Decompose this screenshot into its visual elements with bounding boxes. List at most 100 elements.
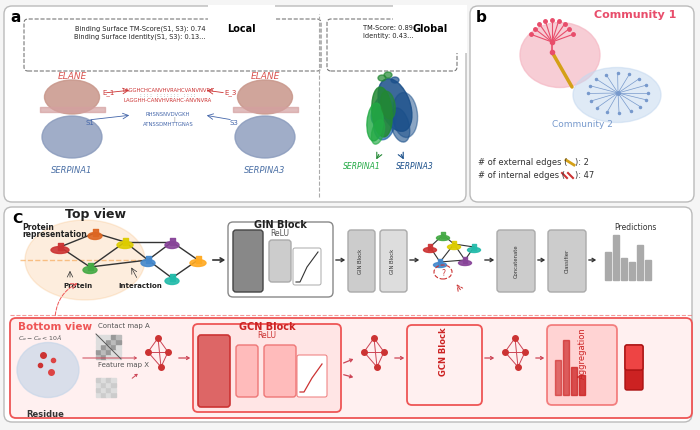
Bar [101,393,106,397]
Ellipse shape [165,242,179,249]
Text: Feature map X: Feature map X [98,362,149,368]
FancyBboxPatch shape [193,324,341,412]
Bar [106,393,111,397]
FancyBboxPatch shape [293,248,321,285]
Text: SERPINA3: SERPINA3 [396,162,434,171]
Bar [96,387,101,392]
Ellipse shape [45,80,99,114]
Text: Concatenate: Concatenate [514,244,519,278]
Text: |: | [160,117,176,123]
Bar [96,344,101,349]
Text: ?: ? [441,268,445,277]
Bar [101,387,106,392]
Bar [116,350,120,354]
Bar [106,383,111,387]
Text: ): 2: ): 2 [575,158,589,167]
Text: BN: BN [275,258,285,264]
Text: GCN Layer: GCN Layer [211,356,216,386]
Ellipse shape [468,248,480,252]
Text: LAGGHH-CANVHVRAHC-ANVNVRA: LAGGHH-CANVHVRAHC-ANVNVRA [124,98,212,103]
Bar [101,378,106,382]
Bar [106,354,111,359]
Text: GIN Block: GIN Block [358,249,363,273]
Bar [96,354,101,359]
Bar [637,245,643,280]
Ellipse shape [433,262,447,267]
Bar [106,344,111,349]
Text: Local: Local [228,24,256,34]
Text: GIN Block: GIN Block [391,249,395,273]
Bar [579,375,585,395]
Bar [101,340,106,344]
Text: Identity: 0.43...: Identity: 0.43... [363,33,413,39]
FancyBboxPatch shape [327,19,457,71]
Bar [101,344,106,349]
Bar [96,335,101,339]
FancyBboxPatch shape [10,318,692,418]
Bar [116,340,120,344]
FancyBboxPatch shape [198,335,230,407]
Text: LAGGHCHCANVHVRAHCVANVNVRA: LAGGHCHCANVHVRAHCVANVNVRA [122,88,214,93]
Text: ATNSSDMHTTGNAS: ATNSSDMHTTGNAS [143,122,193,127]
FancyBboxPatch shape [625,345,643,390]
Ellipse shape [235,116,295,158]
Bar [563,340,569,395]
Text: Residue: Residue [26,410,64,419]
Ellipse shape [458,261,472,265]
Text: RHSNSNVDVGKH: RHSNSNVDVGKH [146,112,190,117]
Text: ): 47: ): 47 [575,171,594,180]
Ellipse shape [141,259,155,267]
FancyBboxPatch shape [264,345,296,397]
Ellipse shape [371,95,388,124]
Text: ReLU: ReLU [270,229,290,238]
FancyBboxPatch shape [380,230,407,292]
Bar [106,340,111,344]
Bar [96,350,101,354]
Text: $C_{\alpha}-C_{\alpha}<10\AA$: $C_{\alpha}-C_{\alpha}<10\AA$ [18,333,62,343]
Bar [96,393,101,397]
Text: SERPINA3: SERPINA3 [244,166,286,175]
Text: SERPINA1: SERPINA1 [343,162,381,171]
Bar [96,378,101,382]
Text: # of internal edges (: # of internal edges ( [478,171,565,180]
Ellipse shape [378,75,386,81]
Ellipse shape [391,77,399,83]
Text: GIN Layer: GIN Layer [246,247,251,275]
Bar [106,378,111,382]
Text: E_1: E_1 [102,89,114,96]
Text: TM-Score: 0.89: TM-Score: 0.89 [363,25,413,31]
FancyBboxPatch shape [548,230,586,292]
Text: Community 2: Community 2 [552,120,612,129]
Bar [106,335,111,339]
Ellipse shape [381,91,395,119]
Text: Global: Global [413,24,448,34]
Bar [111,383,116,387]
Bar [629,262,635,280]
Bar [101,350,106,354]
Bar [605,252,611,280]
Text: Contact map A: Contact map A [98,323,150,329]
Ellipse shape [520,22,600,87]
Text: ReLU: ReLU [258,331,277,340]
Bar [555,360,561,395]
FancyBboxPatch shape [24,19,321,71]
Ellipse shape [51,246,69,254]
Text: representation: representation [22,230,87,239]
Text: GCN Block: GCN Block [440,327,449,376]
Text: GCN Block: GCN Block [239,322,295,332]
Text: Classifier: Classifier [564,249,570,273]
Text: BN: BN [242,368,252,374]
Ellipse shape [25,220,145,300]
FancyBboxPatch shape [470,6,694,202]
Bar [116,335,120,339]
FancyBboxPatch shape [497,230,535,292]
Text: E_3: E_3 [224,89,237,96]
FancyBboxPatch shape [547,325,617,405]
Text: Bottom view: Bottom view [18,322,92,332]
Ellipse shape [384,72,392,78]
Bar [111,350,116,354]
Text: Protein: Protein [22,223,54,232]
FancyBboxPatch shape [269,240,291,282]
Ellipse shape [17,343,79,397]
Ellipse shape [190,259,206,267]
